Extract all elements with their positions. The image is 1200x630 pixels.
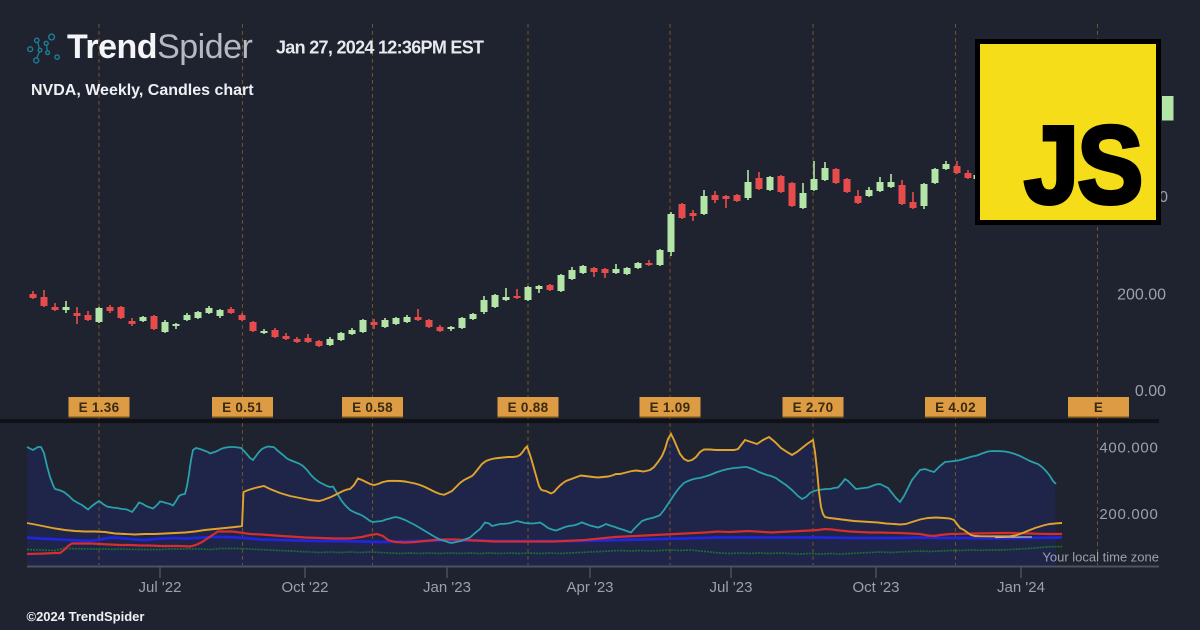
svg-text:Oct '23: Oct '23 bbox=[852, 579, 899, 596]
svg-text:200.000: 200.000 bbox=[1099, 506, 1158, 523]
svg-text:©2024 TrendSpider: ©2024 TrendSpider bbox=[27, 609, 145, 624]
svg-text:Jan '23: Jan '23 bbox=[423, 579, 471, 596]
svg-text:E 1.36: E 1.36 bbox=[79, 400, 120, 415]
svg-text:E 0.88: E 0.88 bbox=[508, 400, 549, 415]
svg-text:Jan '24: Jan '24 bbox=[997, 579, 1045, 596]
svg-text:Jan 27, 2024 12:36PM EST: Jan 27, 2024 12:36PM EST bbox=[276, 38, 484, 58]
svg-text:Oct '22: Oct '22 bbox=[281, 579, 328, 596]
svg-text:TrendSpider: TrendSpider bbox=[67, 28, 253, 66]
svg-text:NVDA, Weekly, Candles chart: NVDA, Weekly, Candles chart bbox=[31, 82, 254, 99]
svg-text:Your local time zone: Your local time zone bbox=[1042, 550, 1159, 565]
svg-text:0.00: 0.00 bbox=[1135, 383, 1166, 400]
svg-text:Jul '23: Jul '23 bbox=[710, 579, 753, 596]
svg-text:E 0.58: E 0.58 bbox=[352, 400, 393, 415]
svg-text:200.00: 200.00 bbox=[1117, 287, 1166, 304]
svg-text:E 2.70: E 2.70 bbox=[793, 400, 834, 415]
svg-text:E 0.51: E 0.51 bbox=[222, 400, 263, 415]
svg-text:400.000: 400.000 bbox=[1099, 440, 1158, 457]
svg-text:JS: JS bbox=[1024, 104, 1141, 227]
svg-text:Jul '22: Jul '22 bbox=[139, 579, 182, 596]
svg-text:E 4.02: E 4.02 bbox=[935, 400, 976, 415]
svg-text:E 1.09: E 1.09 bbox=[650, 400, 691, 415]
svg-text:E: E bbox=[1094, 400, 1103, 415]
svg-text:Apr '23: Apr '23 bbox=[566, 579, 613, 596]
